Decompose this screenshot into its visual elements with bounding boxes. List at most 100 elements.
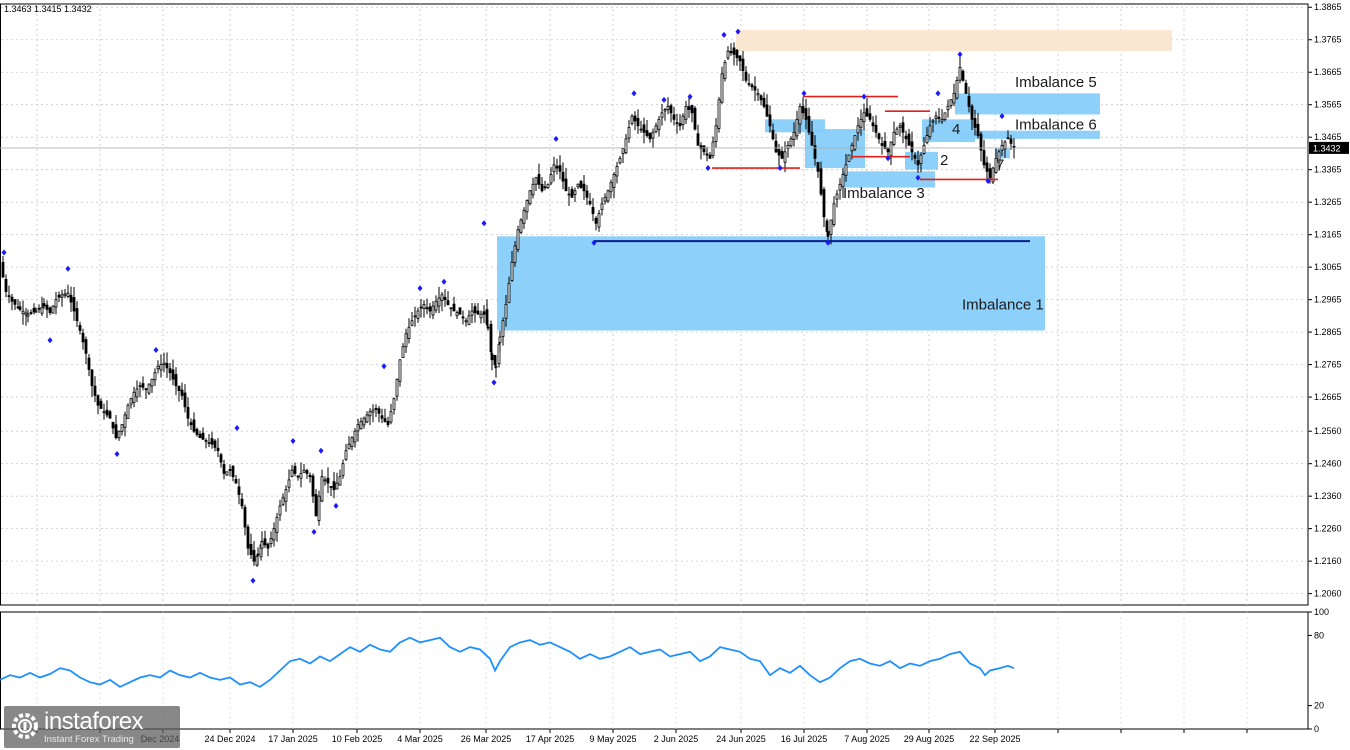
candle-body: [639, 128, 643, 131]
candle-body: [735, 49, 739, 59]
candle-body: [380, 415, 384, 419]
candle-body: [168, 368, 172, 374]
candle-body: [198, 433, 202, 439]
candle-body: [522, 209, 526, 224]
fractal-high-marker: [661, 96, 667, 103]
candle-body: [786, 144, 790, 150]
candle-body: [609, 182, 613, 193]
candle-body: [813, 145, 817, 159]
candle-body: [66, 292, 70, 297]
candle-body: [783, 151, 787, 163]
levels: [594, 95, 1030, 243]
candle-body: [753, 86, 757, 91]
candle-body: [422, 304, 426, 309]
candle-body: [389, 411, 393, 423]
candle-body: [111, 421, 115, 429]
candle-body: [63, 293, 67, 296]
candle-body: [898, 125, 902, 128]
candle-body: [272, 528, 276, 541]
candle-body: [81, 332, 85, 343]
x-tick-label: 29 Aug 2025: [904, 734, 955, 744]
candle-body: [567, 193, 571, 196]
candle-body: [141, 383, 145, 388]
candle-body: [323, 479, 327, 482]
candle-body: [693, 107, 697, 130]
fractal-high-marker: [553, 135, 559, 142]
candle-body: [383, 418, 387, 422]
candle-body: [822, 189, 826, 218]
fractal-high-marker: [935, 90, 941, 97]
fractal-high-marker: [999, 113, 1005, 120]
fractal-low-marker: [705, 165, 711, 172]
candle-body: [13, 299, 17, 305]
fractal-low-marker: [777, 165, 783, 172]
candle-body: [246, 526, 250, 549]
candle-body: [305, 470, 309, 474]
candle-body: [961, 70, 965, 81]
fractal-low-marker: [985, 178, 991, 185]
candle-body: [458, 307, 462, 315]
candle-body: [284, 489, 288, 502]
candle-body: [576, 183, 580, 188]
candle-body: [7, 295, 11, 298]
candle-body: [795, 118, 799, 137]
candle-body: [865, 108, 869, 117]
candle-body: [317, 495, 321, 521]
candle-body: [973, 118, 977, 128]
candle-body: [648, 132, 652, 140]
candle-body: [341, 463, 345, 476]
candle-body: [699, 145, 703, 149]
candle-body: [180, 389, 184, 396]
candle-body: [871, 122, 875, 127]
candle-body: [913, 154, 917, 159]
y-tick-label: 1.3065: [1314, 262, 1342, 272]
candle-body: [708, 154, 712, 159]
candle-body: [762, 97, 766, 107]
candle-body: [582, 183, 586, 192]
candle-body: [666, 105, 670, 110]
candle-body: [570, 188, 574, 198]
candle-body: [57, 294, 61, 298]
osc-tick-label: 80: [1314, 630, 1324, 640]
candle-body: [102, 411, 106, 414]
candle-body: [738, 55, 742, 62]
y-tick-label: 1.3665: [1314, 67, 1342, 77]
candle-body: [507, 282, 511, 304]
candle-body: [964, 82, 968, 94]
candle-body: [78, 324, 82, 331]
candle-body: [513, 245, 517, 263]
oscillator-frame: [0, 611, 1309, 730]
candle-body: [263, 538, 267, 546]
candle-body: [931, 120, 935, 123]
candle-body: [117, 430, 121, 439]
fractal-high-marker: [481, 220, 487, 227]
oscillator-line: [0, 636, 1015, 688]
candle-body: [994, 157, 998, 173]
candle-body: [832, 203, 836, 225]
candle-body: [702, 145, 706, 153]
candle-body: [299, 473, 303, 479]
candle-body: [195, 429, 199, 435]
candle-body: [819, 168, 823, 195]
candle-body: [365, 414, 369, 423]
fractal-low-marker: [825, 239, 831, 246]
x-tick-label: 17 Apr 2025: [526, 734, 575, 744]
candle-body: [132, 391, 136, 403]
candle-body: [434, 300, 438, 311]
logo-brand: instaforex: [44, 708, 144, 735]
candle-body: [810, 131, 814, 146]
candle-body: [126, 404, 130, 419]
candle-body: [470, 310, 474, 316]
candle-body: [26, 313, 30, 317]
candle-body: [237, 486, 241, 495]
fractal-high-marker: [153, 346, 159, 353]
candle-body: [555, 165, 559, 169]
candle-body: [985, 162, 989, 172]
candle-body: [490, 353, 494, 361]
candle-body: [222, 464, 226, 474]
candle-body: [606, 190, 610, 202]
candle-body: [249, 543, 253, 556]
candle-body: [558, 165, 562, 172]
candle-body: [501, 320, 505, 337]
